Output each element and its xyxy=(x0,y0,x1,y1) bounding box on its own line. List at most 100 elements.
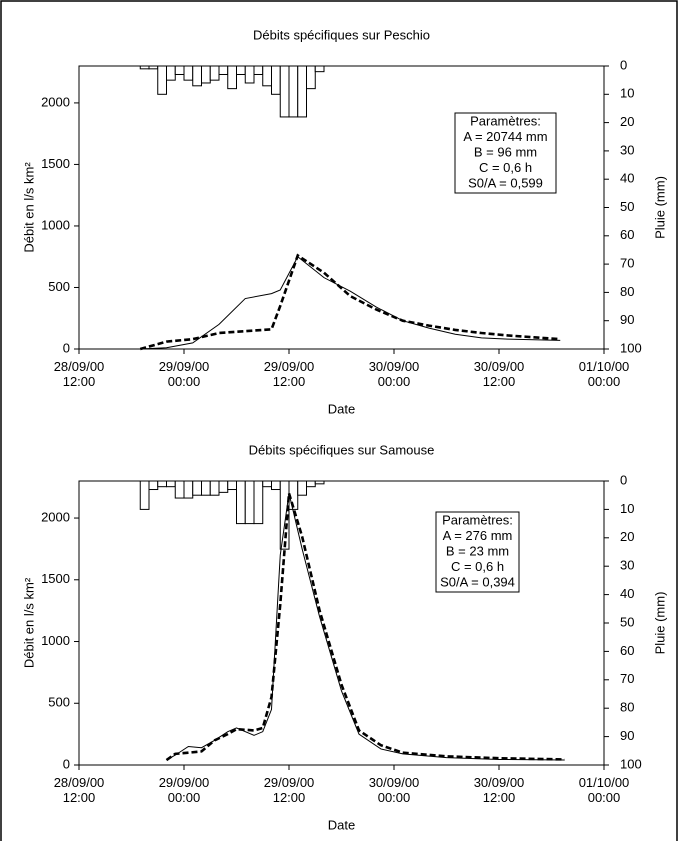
rain-bar xyxy=(271,65,281,95)
y2-tick-label: 0 xyxy=(620,57,627,72)
parameter-text: B = 23 mm xyxy=(446,543,509,558)
rain-bar xyxy=(297,65,307,118)
rain-bar xyxy=(236,480,246,525)
rain-bar xyxy=(192,65,202,87)
x-tick-label: 28/09/00 12:00 xyxy=(53,359,105,389)
y-tick-label: 500 xyxy=(48,279,70,294)
plot-frame xyxy=(78,480,605,766)
y-tick-label: 500 xyxy=(48,695,70,710)
parameter-text: C = 0,6 h xyxy=(451,559,504,574)
y2-tick-label: 100 xyxy=(620,340,642,355)
rain-bar xyxy=(218,480,229,493)
x-tick-label: 30/09/00 00:00 xyxy=(368,775,420,805)
rain-bar xyxy=(174,480,185,499)
y-tick-label: 2000 xyxy=(41,509,70,524)
rain-bar xyxy=(192,480,202,496)
rain-bar xyxy=(271,480,281,491)
flow-line xyxy=(140,255,561,350)
y-tick-label: 1000 xyxy=(41,217,70,232)
y2-tick-label: 40 xyxy=(620,586,634,601)
parameter-box xyxy=(454,112,557,194)
y-tick-label: 2000 xyxy=(41,94,70,109)
rain-bar xyxy=(314,65,325,73)
rain-bar xyxy=(244,65,255,84)
rain-bar xyxy=(201,65,211,84)
rain-bar xyxy=(139,480,150,510)
rain-bar xyxy=(236,65,246,75)
y-tick-label: 0 xyxy=(63,756,70,771)
rain-bar xyxy=(262,480,272,488)
x-tick-label: 28/09/00 12:00 xyxy=(53,775,105,805)
x-tick-label: 29/09/00 00:00 xyxy=(158,775,210,805)
x-tick-label: 30/09/00 12:00 xyxy=(473,775,525,805)
rain-bar xyxy=(183,65,194,81)
rain-bar xyxy=(166,65,176,81)
y2-tick-label: 40 xyxy=(620,171,634,186)
parameter-text: A = 20744 mm xyxy=(463,129,547,144)
rain-bar xyxy=(209,65,220,81)
y2-tick-label: 70 xyxy=(620,671,634,686)
y2-tick-label: 20 xyxy=(620,529,634,544)
chart-title: Débits spécifiques sur Samouse xyxy=(249,442,435,457)
y-tick-label: 1500 xyxy=(41,571,70,586)
rain-bar xyxy=(253,65,264,75)
rain-bar xyxy=(157,65,167,95)
x-axis-label: Date xyxy=(328,401,355,416)
y2-tick-label: 50 xyxy=(620,199,634,214)
rain-bar xyxy=(279,65,290,118)
rain-bar xyxy=(306,65,316,90)
y2-tick-label: 50 xyxy=(620,614,634,629)
y2-tick-label: 70 xyxy=(620,256,634,271)
rain-bar xyxy=(209,480,220,496)
flow-line xyxy=(165,492,565,762)
y2-axis-label: Pluie (mm) xyxy=(652,176,667,239)
y-axis-label: Débit en l/s km² xyxy=(21,577,36,668)
rain-bar xyxy=(262,65,272,87)
rain-bar xyxy=(244,480,255,525)
rain-bar xyxy=(297,480,307,496)
y2-tick-label: 30 xyxy=(620,558,634,573)
x-tick-label: 01/10/00 00:00 xyxy=(578,775,630,805)
y2-tick-label: 10 xyxy=(620,86,634,101)
y-axis-label: Débit en l/s km² xyxy=(21,162,36,253)
y2-tick-label: 60 xyxy=(620,643,634,658)
parameter-text: C = 0,6 h xyxy=(479,160,532,175)
rain-bar xyxy=(166,480,176,488)
y2-tick-label: 60 xyxy=(620,227,634,242)
parameter-text: Paramètres: xyxy=(442,512,513,527)
rain-bar xyxy=(227,480,237,491)
y2-axis-label: Pluie (mm) xyxy=(652,592,667,655)
parameter-box xyxy=(435,511,520,593)
rain-bar xyxy=(306,480,316,488)
rain-bar xyxy=(183,480,194,499)
rain-bar xyxy=(288,65,299,118)
chart-title: Débits spécifiques sur Peschio xyxy=(253,27,430,42)
rain-bar xyxy=(253,480,264,525)
y2-tick-label: 100 xyxy=(620,756,642,771)
parameter-text: B = 96 mm xyxy=(474,144,537,159)
rain-bar xyxy=(218,65,229,75)
y-tick-label: 1000 xyxy=(41,633,70,648)
y-tick-label: 1500 xyxy=(41,156,70,171)
y2-tick-label: 80 xyxy=(620,700,634,715)
y2-tick-label: 90 xyxy=(620,728,634,743)
y2-tick-label: 20 xyxy=(620,114,634,129)
x-axis-label: Date xyxy=(328,817,355,832)
y2-tick-label: 0 xyxy=(620,472,627,487)
x-tick-label: 29/09/00 12:00 xyxy=(263,775,315,805)
rain-bar xyxy=(227,65,237,90)
rain-bar xyxy=(157,480,167,488)
x-tick-label: 29/09/00 00:00 xyxy=(158,359,210,389)
x-tick-label: 29/09/00 12:00 xyxy=(263,359,315,389)
parameter-text: S0/A = 0,599 xyxy=(468,175,543,190)
y2-tick-label: 80 xyxy=(620,284,634,299)
flow-line xyxy=(139,253,561,351)
rain-bar xyxy=(174,65,185,75)
plot-frame xyxy=(78,65,605,350)
y2-tick-label: 10 xyxy=(620,501,634,516)
y-tick-label: 0 xyxy=(63,340,70,355)
parameter-text: S0/A = 0,394 xyxy=(440,574,515,589)
